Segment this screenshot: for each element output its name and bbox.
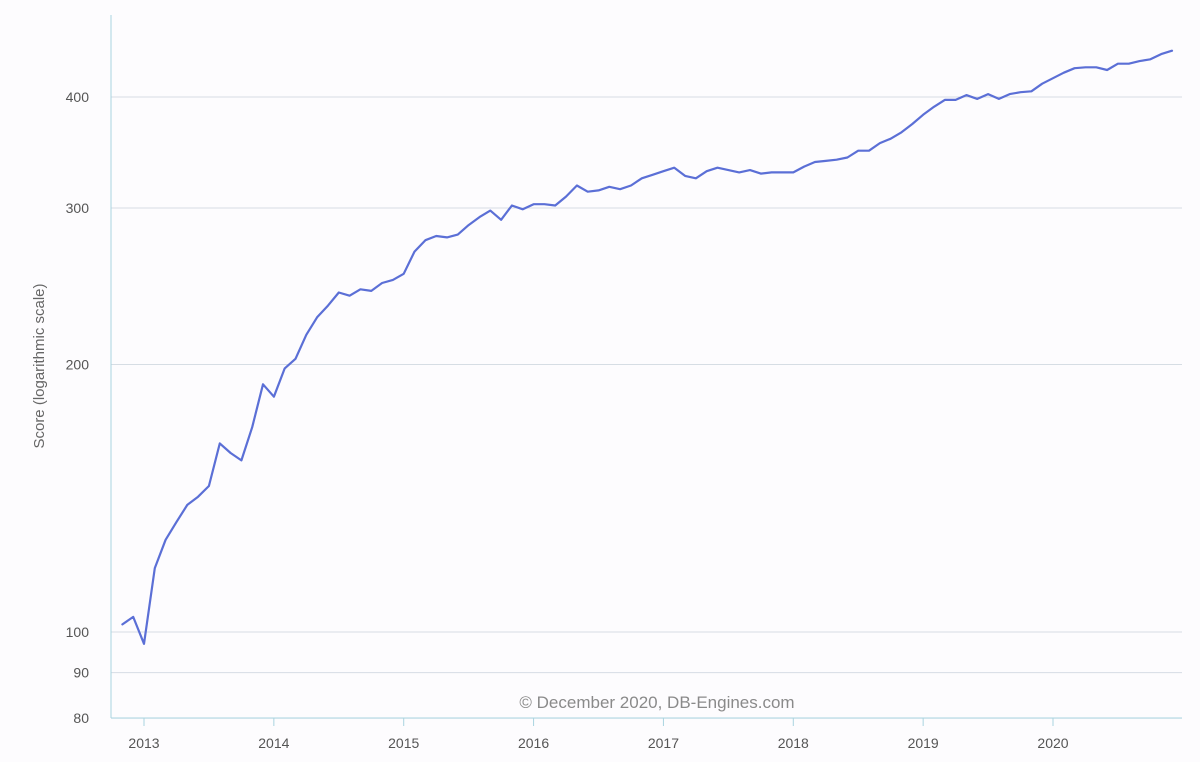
y-tick-label: 400: [66, 89, 90, 105]
series-layer: [121, 49, 1174, 645]
y-tick-label: 100: [66, 624, 90, 640]
x-tick-label: 2018: [778, 735, 809, 751]
x-tick-label: 2019: [908, 735, 939, 751]
axes: 80 90 100 200 300 400 2013 2014 2015 2016 2017 2018…: [66, 15, 1182, 751]
y-tick-label: 300: [66, 200, 90, 216]
x-tick-label: 2020: [1037, 735, 1068, 751]
x-tick-label: 2014: [258, 735, 289, 751]
x-tick-label: 2015: [388, 735, 419, 751]
x-tick-label: 2017: [648, 735, 679, 751]
y-tick-label: 200: [66, 357, 90, 373]
y-axis-title: Score (logarithmic scale): [31, 283, 48, 448]
y-tick-label: 80: [73, 710, 89, 726]
y-tick-label: 90: [73, 665, 89, 681]
series-line: [121, 49, 1174, 645]
x-tick-label: 2016: [518, 735, 549, 751]
credit-annotation: © December 2020, DB-Engines.com: [519, 693, 794, 712]
grid-lines: [111, 96, 1182, 719]
x-tick-label: 2013: [128, 735, 159, 751]
